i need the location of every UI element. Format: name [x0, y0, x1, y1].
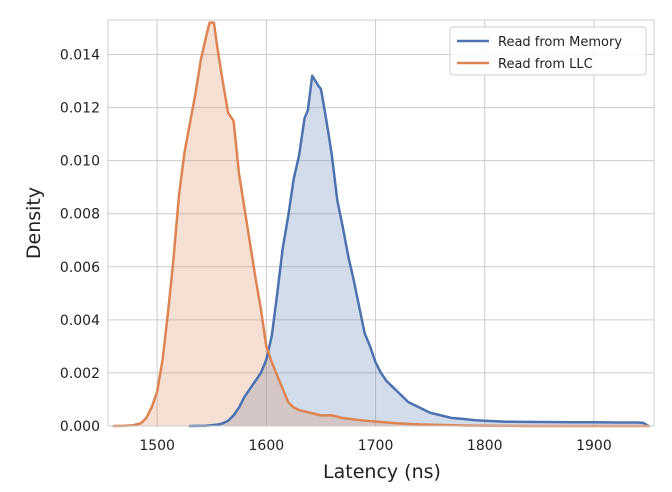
- grid-lines: [108, 20, 654, 427]
- legend: Read from Memory Read from LLC: [449, 26, 647, 76]
- density-areas: [113, 22, 649, 427]
- density-area-llc: [113, 22, 649, 427]
- density-line-memory: [188, 74, 650, 428]
- density-line-llc: [112, 21, 650, 428]
- legend-label-llc: Read from LLC: [498, 57, 593, 72]
- y-tick-label-2: 0.004: [60, 313, 100, 329]
- y-tick-label-5: 0.010: [60, 154, 100, 170]
- density-lines: [112, 21, 650, 428]
- legend-box: [449, 26, 647, 76]
- x-tick-label-1500: 1500: [139, 438, 175, 454]
- x-axis-ticks: 1500 1600 1700 1800 1900: [139, 438, 611, 454]
- y-axis-label: Density: [23, 187, 45, 259]
- x-tick-label-1600: 1600: [249, 438, 285, 454]
- y-tick-label-0: 0.000: [60, 419, 100, 435]
- density-area-memory: [189, 75, 649, 426]
- y-tick-label-1: 0.002: [60, 366, 100, 382]
- y-tick-label-7: 0.014: [60, 47, 100, 63]
- y-tick-label-4: 0.008: [60, 207, 100, 223]
- legend-label-memory: Read from Memory: [498, 35, 622, 50]
- y-axis-ticks: 0.000 0.002 0.004 0.006 0.008 0.010 0.012 0.014: [60, 47, 100, 435]
- x-tick-label-1900: 1900: [576, 438, 612, 454]
- plot-frame: [107, 19, 655, 427]
- y-tick-label-6: 0.012: [60, 101, 100, 117]
- x-tick-label-1700: 1700: [358, 438, 394, 454]
- plot-background: [108, 20, 654, 426]
- y-tick-label-3: 0.006: [60, 260, 100, 276]
- x-tick-label-1800: 1800: [467, 438, 503, 454]
- x-axis-label: Latency (ns): [323, 461, 441, 483]
